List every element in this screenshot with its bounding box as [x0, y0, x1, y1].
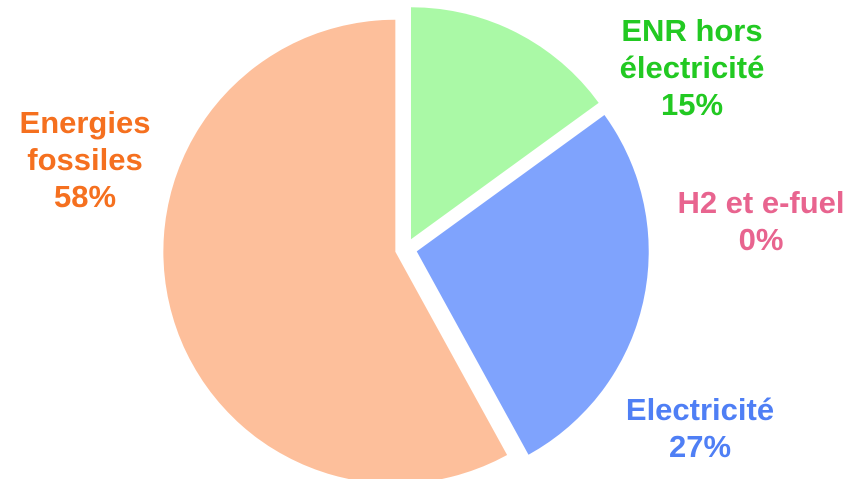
label-enr-line-2: électricité — [619, 50, 765, 85]
pie-slice-enr — [410, 7, 599, 240]
pie-slice-fossiles — [163, 19, 508, 479]
label-electricite-line-1: Electricité — [625, 392, 775, 427]
label-electricite: Electricité 27% — [600, 391, 800, 465]
label-electricite-value: 27% — [668, 429, 732, 464]
pie-slice-elec — [416, 115, 649, 455]
label-energies-fossiles-value: 58% — [53, 179, 117, 214]
label-h2-line-1: H2 et e-fuel — [677, 185, 845, 220]
label-energies-fossiles-line-1: Energies — [19, 105, 151, 140]
label-h2-value: 0% — [738, 222, 784, 257]
label-enr-line-1: ENR hors — [621, 13, 763, 48]
label-h2-et-e-fuel: H2 et e-fuel 0% — [658, 184, 864, 258]
label-energies-fossiles-line-2: fossiles — [27, 142, 143, 177]
label-enr-hors-electricite: ENR hors électricité 15% — [592, 12, 792, 123]
label-enr-value: 15% — [660, 87, 724, 122]
label-energies-fossiles: Energies fossiles 58% — [0, 104, 170, 215]
